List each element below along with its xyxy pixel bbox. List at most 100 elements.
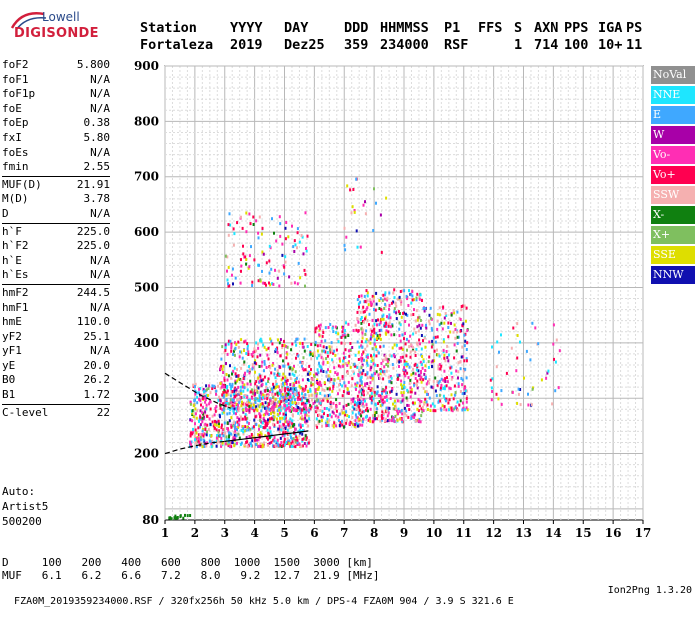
- echo-point: [245, 440, 248, 444]
- echo-point: [254, 401, 257, 404]
- echo-point: [338, 357, 341, 361]
- echo-point: [301, 396, 304, 400]
- y-tick-label: 800: [134, 114, 159, 128]
- echo-point: [412, 401, 414, 405]
- echo-point: [337, 364, 340, 368]
- echo-point: [224, 254, 227, 258]
- y-tick-label: 700: [134, 170, 159, 184]
- echo-point: [327, 378, 330, 382]
- echo-point: [202, 438, 205, 442]
- echo-point: [296, 282, 299, 286]
- echo-point: [364, 347, 367, 351]
- echo-point: [268, 417, 271, 421]
- echo-point: [371, 414, 374, 418]
- echo-point: [305, 249, 308, 253]
- echo-point: [372, 334, 375, 338]
- echo-point: [380, 414, 383, 417]
- echo-point: [317, 387, 320, 391]
- echo-point: [373, 308, 375, 311]
- echo-point: [516, 401, 519, 405]
- echo-point: [380, 396, 382, 400]
- echo-point: [376, 334, 379, 337]
- echo-point: [371, 318, 374, 322]
- auto-artist: Artist5: [2, 500, 49, 513]
- echo-point: [442, 378, 445, 382]
- echo-point: [403, 381, 406, 384]
- echo-point: [282, 383, 285, 387]
- echo-point: [294, 386, 297, 390]
- echo-point: [280, 389, 283, 393]
- echo-point: [205, 393, 208, 397]
- echo-point: [286, 386, 289, 390]
- echo-point: [337, 392, 339, 396]
- echo-point: [457, 335, 460, 339]
- echo-point: [307, 389, 309, 393]
- echo-point: [217, 439, 220, 443]
- echo-point: [276, 417, 278, 421]
- echo-point: [227, 437, 230, 441]
- echo-point: [432, 379, 435, 383]
- echo-point: [351, 346, 354, 349]
- echo-point: [364, 383, 367, 387]
- echo-point: [515, 369, 518, 373]
- echo-point: [233, 433, 236, 437]
- echo-point: [378, 329, 381, 333]
- echo-point: [246, 347, 249, 351]
- echo-point: [434, 409, 437, 413]
- echo-point: [382, 344, 385, 348]
- echo-point: [223, 388, 226, 392]
- echo-point: [419, 360, 422, 364]
- echo-point: [304, 284, 306, 288]
- echo-point: [325, 394, 328, 398]
- echo-point: [348, 415, 350, 419]
- echo-point: [321, 424, 323, 428]
- echo-point: [251, 388, 254, 392]
- echo-point: [352, 188, 355, 191]
- echo-point: [448, 386, 451, 390]
- echo-point: [272, 382, 275, 386]
- echo-point: [227, 429, 230, 433]
- echo-point: [343, 381, 346, 385]
- echo-point: [197, 433, 200, 437]
- echo-point: [290, 445, 293, 448]
- echo-point: [190, 440, 193, 444]
- echo-point: [266, 443, 269, 447]
- echo-point: [395, 343, 398, 347]
- echo-point: [387, 324, 390, 328]
- echo-point: [276, 369, 279, 373]
- echo-point: [382, 401, 385, 405]
- echo-point: [259, 353, 262, 357]
- echo-point: [404, 374, 407, 378]
- echo-point: [362, 350, 365, 354]
- echo-point: [401, 385, 404, 389]
- echo-point: [286, 407, 289, 411]
- echo-point: [338, 388, 341, 392]
- echo-point: [199, 435, 202, 439]
- echo-point: [431, 402, 434, 406]
- echo-point: [327, 374, 330, 378]
- echo-point: [411, 294, 414, 298]
- echo-point: [306, 370, 309, 374]
- echo-point: [299, 423, 302, 427]
- echo-point: [239, 389, 242, 393]
- echo-point: [290, 281, 293, 285]
- echo-point: [445, 397, 448, 401]
- echo-point: [422, 409, 425, 412]
- echo-point: [283, 404, 286, 407]
- auto-label: Auto:: [2, 485, 36, 498]
- echo-point: [225, 435, 228, 439]
- echo-point: [383, 389, 386, 393]
- echo-point: [247, 403, 250, 407]
- echo-point: [344, 348, 347, 352]
- echo-point: [360, 327, 363, 331]
- param-row: hmE 110.0: [2, 315, 110, 330]
- legend-item-vo-: Vo-: [651, 146, 695, 164]
- echo-point: [215, 444, 218, 448]
- echo-point: [531, 387, 534, 391]
- echo-point: [378, 335, 381, 339]
- echo-point: [231, 267, 234, 271]
- echo-point: [391, 346, 394, 350]
- echo-point: [203, 432, 206, 436]
- param-value: 225.0: [76, 224, 110, 238]
- param-key: h`E: [2, 253, 22, 267]
